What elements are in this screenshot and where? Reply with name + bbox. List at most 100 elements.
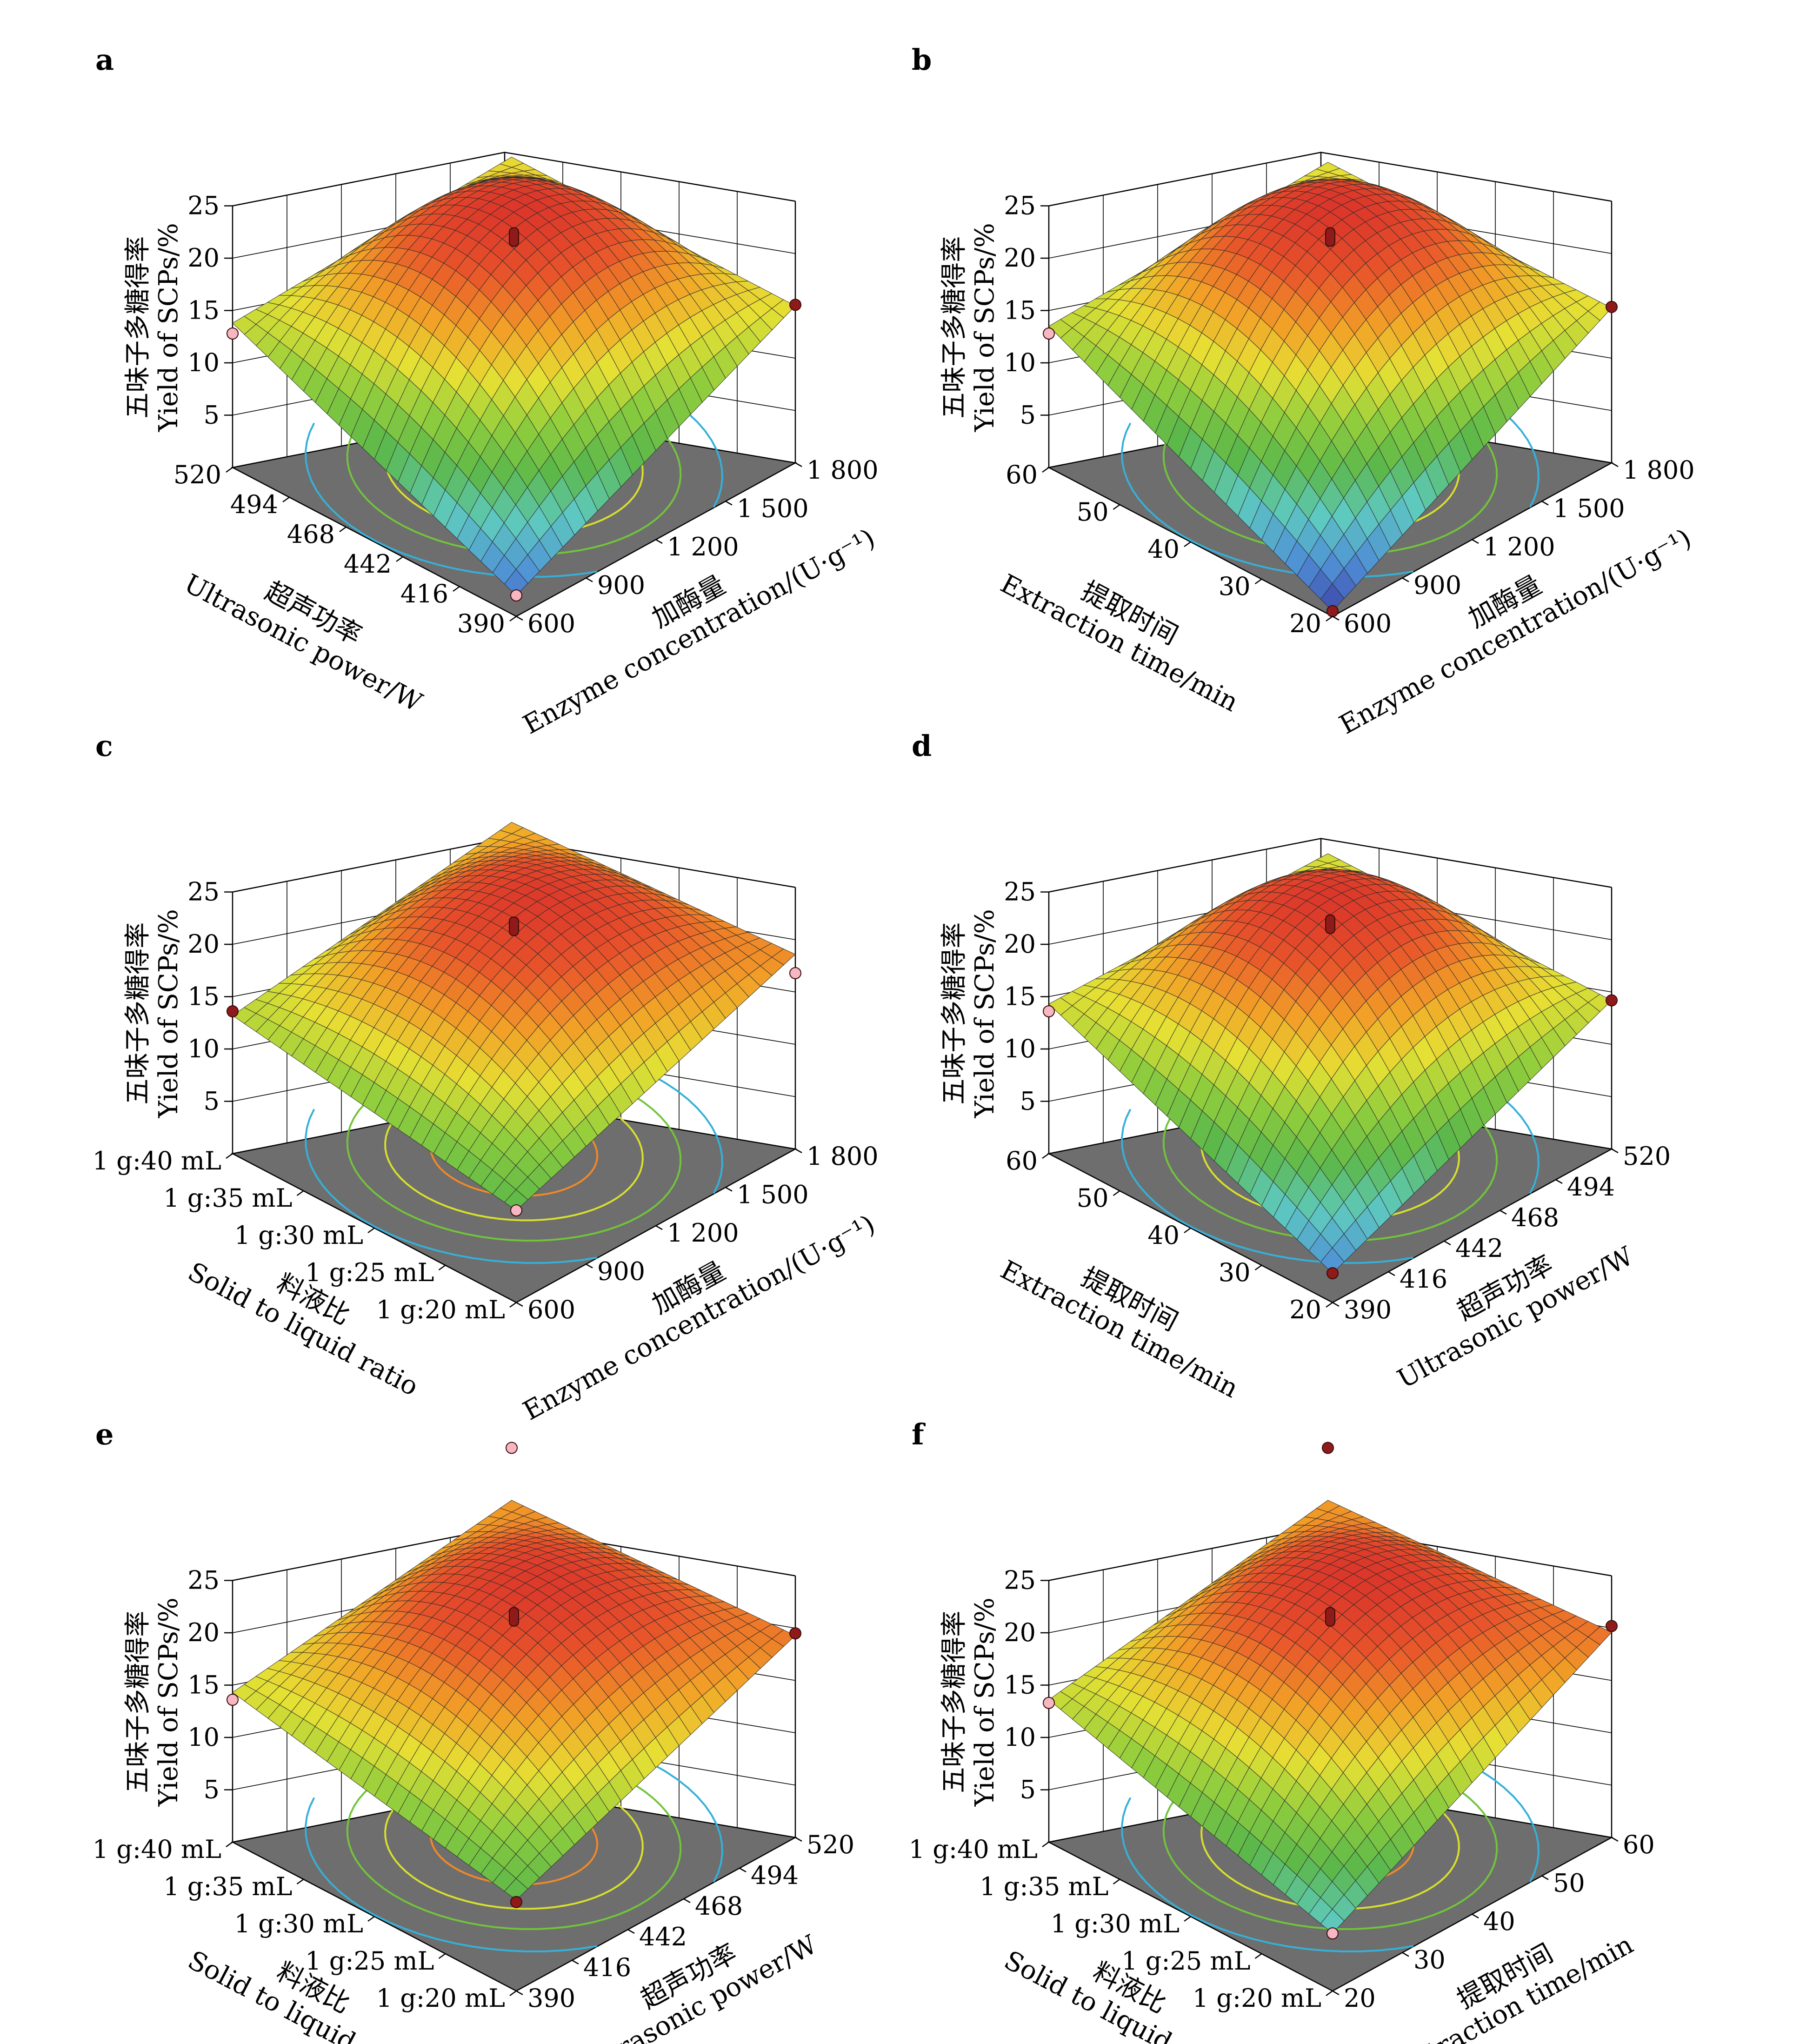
design-point-left: [227, 327, 239, 340]
left-axis-tick-label: 20: [1289, 609, 1321, 638]
left-axis-tick-label: 40: [1147, 534, 1180, 564]
left-axis-tick-label: 1 g:35 mL: [980, 1872, 1108, 1901]
z-tick-label: 25: [187, 877, 220, 907]
panel-e: 5 10 15 20 25 五味子多糖得率 Yield of SCPs/% 1 g:20 mL…: [93, 1417, 854, 2044]
design-point-right: [789, 299, 801, 311]
right-axis-tick: [586, 1263, 593, 1269]
right-axis-tick-label: 50: [1553, 1869, 1585, 1898]
right-axis-tick-label: 1 800: [807, 1142, 879, 1171]
right-axis-tick-label: 442: [1455, 1234, 1503, 1263]
right-axis-tick: [683, 1898, 691, 1904]
right-axis-tick-label: 900: [597, 571, 645, 600]
right-axis-tick-label: 416: [583, 1953, 631, 1982]
z-axis-title-zh: 五味子多糖得率: [123, 236, 153, 419]
z-tick-label: 15: [187, 982, 220, 1011]
contour-line: [305, 1797, 597, 1952]
left-axis-tick: [367, 1916, 375, 1922]
left-axis-tick: [1254, 578, 1262, 585]
top-edge: [1048, 838, 1612, 893]
left-axis-tick: [226, 1153, 233, 1159]
design-point-front: [510, 1896, 522, 1908]
left-axis-tick-label: 494: [230, 490, 278, 519]
left-axis-tick-label: 1 g:25 mL: [1121, 1946, 1250, 1976]
z-tick-label: 5: [204, 1087, 220, 1116]
design-point-front: [1326, 605, 1339, 617]
left-axis-tick-label: 60: [1006, 460, 1038, 489]
panel-label: c: [95, 729, 113, 763]
left-axis-tick-label: 416: [400, 579, 448, 608]
design-point-left: [1043, 1697, 1055, 1709]
left-axis-tick: [1326, 615, 1333, 622]
right-axis-tick: [1541, 1875, 1549, 1880]
z-axis: 5 10 15 20 25 五味子多糖得率 Yield of SCPs/%: [123, 191, 233, 432]
left-axis-tick: [438, 1264, 446, 1271]
z-axis-title-en: Yield of SCPs/%: [970, 223, 1000, 432]
z-tick-label: 5: [204, 1775, 220, 1804]
z-tick-label: 10: [187, 1034, 220, 1063]
right-axis-tick-label: 900: [597, 1257, 645, 1286]
response-surface: [1048, 162, 1612, 612]
left-axis-tick-label: 1 g:25 mL: [305, 1258, 434, 1287]
right-axis-tick: [1611, 462, 1619, 468]
panel-label: f: [912, 1417, 926, 1451]
left-axis-tick-label: 40: [1147, 1221, 1180, 1250]
left-axis-tick: [1254, 1264, 1262, 1271]
left-axis-tick-label: 1 g:35 mL: [163, 1872, 292, 1901]
right-axis-tick: [572, 1959, 579, 1965]
left-axis-tick: [1326, 1990, 1333, 1997]
z-axis-title-en: Yield of SCPs/%: [970, 1597, 1000, 1807]
z-tick-label: 25: [1004, 191, 1036, 220]
right-axis-tick: [795, 462, 802, 468]
right-axis-tick-label: 390: [1344, 1295, 1392, 1324]
design-point-left: [227, 1005, 239, 1017]
panel-label: a: [95, 43, 114, 77]
response-surface: [232, 156, 796, 596]
design-point-left: [1043, 1005, 1055, 1017]
right-axis-tick-label: 600: [527, 609, 575, 638]
right-axis-tick-label: 1 800: [1623, 455, 1695, 485]
design-point-center: [1325, 1607, 1335, 1627]
left-axis-tick: [396, 556, 403, 562]
z-tick-label: 15: [187, 296, 220, 325]
left-axis-tick: [1184, 541, 1191, 548]
z-axis: 5 10 15 20 25 五味子多糖得率 Yield of SCPs/%: [939, 877, 1049, 1118]
right-axis-tick: [655, 1225, 663, 1230]
right-axis-tick-label: 442: [639, 1922, 687, 1951]
design-point-front: [510, 589, 522, 601]
z-axis-title-zh: 五味子多糖得率: [939, 922, 969, 1105]
panel-label: e: [95, 1417, 113, 1451]
z-tick-label: 15: [1004, 1670, 1036, 1700]
right-axis-tick: [739, 1867, 747, 1873]
right-axis-tick-label: 20: [1344, 1984, 1376, 2013]
right-axis-tick: [1402, 1952, 1409, 1957]
design-point-left: [227, 1694, 239, 1706]
left-axis-tick: [1184, 1916, 1191, 1922]
right-axis-tick: [627, 1929, 635, 1934]
left-axis-tick: [1113, 1878, 1120, 1885]
right-axis-tick: [655, 539, 663, 544]
z-axis-title-en: Yield of SCPs/%: [970, 909, 1000, 1118]
left-axis-tick-label: 50: [1077, 1183, 1109, 1213]
z-tick-label: 25: [187, 191, 220, 220]
right-axis-tick-label: 1 500: [1553, 494, 1625, 523]
right-axis-tick-label: 1 200: [667, 532, 739, 561]
right-axis-tick: [1332, 615, 1340, 621]
design-point-front: [1326, 1927, 1339, 1940]
left-axis-tick: [296, 1190, 304, 1196]
z-tick-label: 15: [1004, 982, 1036, 1011]
right-axis-tick: [1500, 1209, 1507, 1215]
left-axis-tick: [1184, 1227, 1191, 1234]
z-tick-label: 10: [1004, 348, 1036, 377]
z-tick-label: 5: [1020, 1087, 1036, 1116]
z-tick-label: 15: [1004, 296, 1036, 325]
z-tick-label: 20: [187, 1618, 220, 1647]
right-axis-tick: [1402, 577, 1409, 582]
right-axis-tick-label: 1 800: [807, 455, 879, 485]
right-axis-tick-label: 390: [527, 1984, 575, 2013]
right-axis-tick: [1332, 1302, 1340, 1307]
z-axis-title-zh: 五味子多糖得率: [123, 922, 153, 1105]
design-point-right: [1606, 994, 1618, 1007]
left-axis-tick-label: 1 g:40 mL: [909, 1835, 1038, 1864]
z-axis-title-zh: 五味子多糖得率: [123, 1611, 153, 1793]
